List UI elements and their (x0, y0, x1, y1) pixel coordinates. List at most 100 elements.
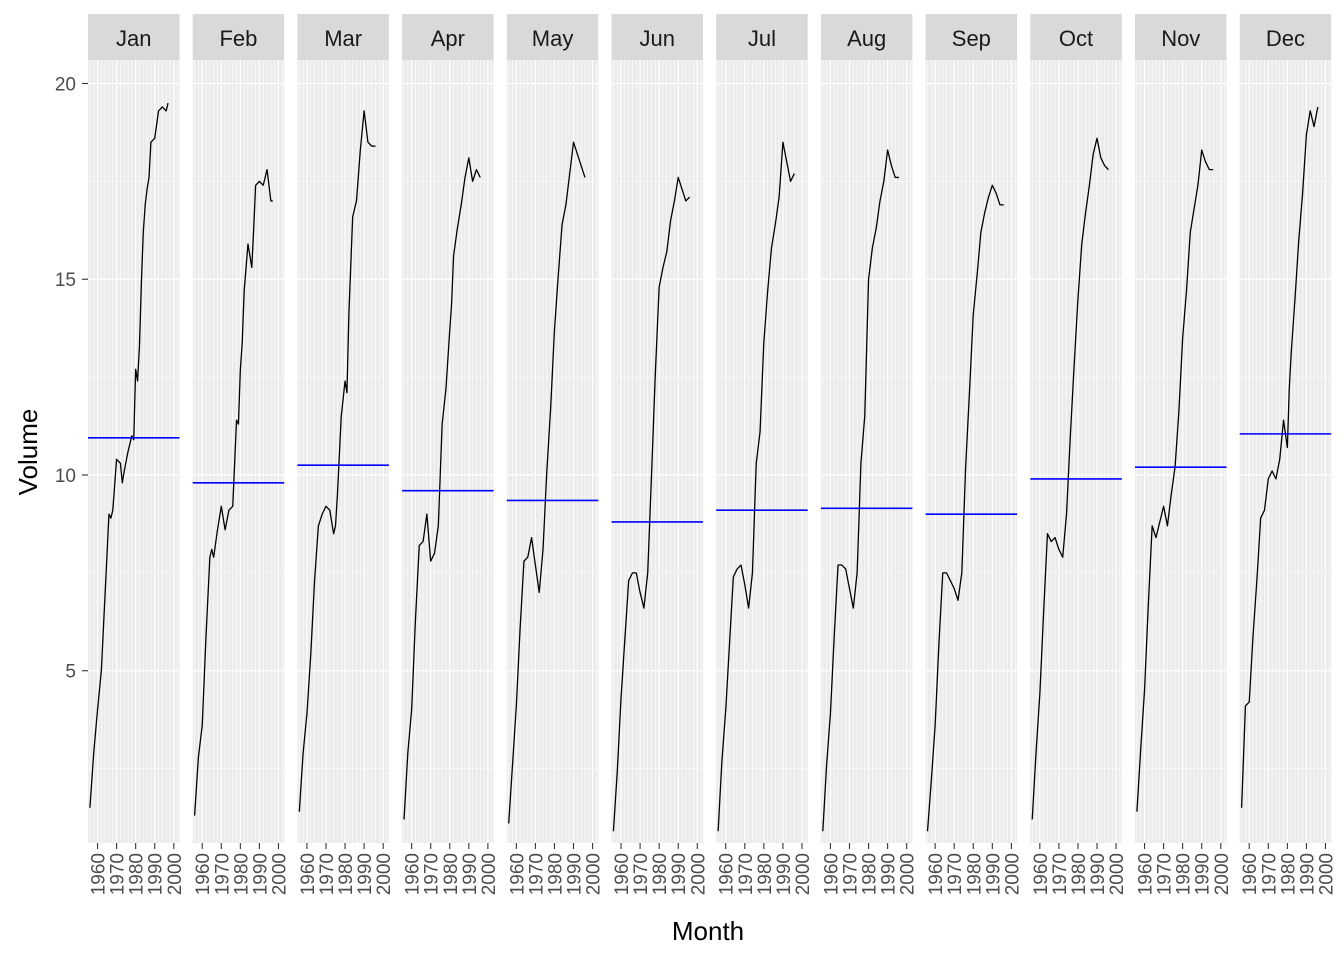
x-tick-label: 2000 (1002, 853, 1023, 895)
strip-label: Aug (847, 26, 886, 51)
x-tick-label: 1970 (945, 853, 966, 895)
x-tick-label: 1980 (1069, 853, 1090, 895)
series-line (508, 141, 586, 824)
y-tick-label: 20 (55, 74, 76, 95)
strip-background (402, 14, 494, 60)
x-tick-label: 1960 (507, 853, 528, 895)
series-line (717, 141, 795, 832)
x-tick-label: 1980 (1174, 853, 1195, 895)
series-line (612, 176, 691, 832)
x-tick-label: 1980 (441, 853, 462, 895)
x-tick-label: 1980 (231, 853, 252, 895)
x-tick-label: 1970 (840, 853, 861, 895)
x-tick-label: 1960 (821, 853, 842, 895)
x-tick-label: 2000 (165, 853, 186, 895)
series-line (1240, 106, 1319, 808)
panel-background (611, 60, 703, 843)
strip-label: Oct (1059, 26, 1093, 51)
strip-background (1030, 14, 1122, 60)
x-tick-label: 2000 (584, 853, 605, 895)
x-tick-label: 1990 (355, 853, 376, 895)
strip-label: May (532, 26, 574, 51)
panel-background (1239, 60, 1332, 843)
x-tick-label: 1990 (1297, 853, 1318, 895)
x-tick-label: 1980 (336, 853, 357, 895)
x-tick-label: 1980 (860, 853, 881, 895)
x-tick-label: 1960 (926, 853, 947, 895)
x-tick-label: 1970 (1259, 853, 1280, 895)
x-tick-label: 1960 (1031, 853, 1052, 895)
panel-background (297, 60, 389, 843)
x-tick-label: 1990 (1193, 853, 1214, 895)
strip-background (820, 14, 913, 60)
strip-label: Dec (1266, 26, 1305, 51)
x-tick-label: 1990 (565, 853, 586, 895)
strip-background (1239, 14, 1332, 60)
panel-background (88, 60, 180, 843)
x-tick-label: 1980 (755, 853, 776, 895)
series-line (298, 110, 376, 812)
x-tick-label: 1960 (403, 853, 424, 895)
x-tick-label: 1980 (964, 853, 985, 895)
panel-background (925, 60, 1018, 843)
x-tick-label: 1990 (1088, 853, 1109, 895)
strip-label: Jun (640, 26, 675, 51)
x-tick-label: 1990 (879, 853, 900, 895)
x-tick-label: 2000 (374, 853, 395, 895)
series-line (89, 102, 169, 808)
strip-label: Feb (219, 26, 257, 51)
strip-background (925, 14, 1018, 60)
x-tick-label: 1990 (774, 853, 795, 895)
x-tick-label: 2000 (793, 853, 814, 895)
x-tick-label: 1970 (1155, 853, 1176, 895)
y-axis-title: Volume (13, 409, 43, 496)
strip-background (1135, 14, 1227, 60)
x-tick-label: 2000 (479, 853, 500, 895)
x-tick-label: 1970 (212, 853, 233, 895)
strip-label: Apr (431, 26, 465, 51)
x-tick-label: 1960 (1136, 853, 1157, 895)
strip-background (611, 14, 703, 60)
x-tick-label: 1960 (1240, 853, 1261, 895)
strip-label: Jul (748, 26, 776, 51)
x-tick-label: 2000 (898, 853, 919, 895)
panel-background (402, 60, 494, 843)
x-tick-label: 1990 (983, 853, 1004, 895)
x-tick-label: 2000 (1212, 853, 1233, 895)
x-tick-label: 1970 (736, 853, 757, 895)
x-tick-label: 1960 (612, 853, 633, 895)
panel-background (192, 60, 285, 843)
x-tick-label: 1990 (669, 853, 690, 895)
x-axis-title: Month (672, 916, 744, 946)
x-tick-label: 1970 (1050, 853, 1071, 895)
month-panels: Jan19601970198019902000Feb19601970198019… (88, 14, 1337, 895)
x-tick-label: 1980 (650, 853, 671, 895)
series-line (403, 157, 481, 820)
x-tick-label: 1960 (193, 853, 214, 895)
strip-label: Sep (952, 26, 991, 51)
y-tick-label: 5 (65, 662, 76, 683)
x-tick-label: 1970 (317, 853, 338, 895)
strip-background (506, 14, 599, 60)
panel-background (506, 60, 599, 843)
x-tick-label: 1970 (631, 853, 652, 895)
x-tick-label: 2000 (1107, 853, 1128, 895)
x-tick-label: 1960 (298, 853, 319, 895)
strip-background (297, 14, 389, 60)
strip-label: Mar (324, 26, 362, 51)
strip-background (192, 14, 285, 60)
y-tick-label: 10 (55, 466, 76, 487)
panel-background (820, 60, 913, 843)
panel-background (716, 60, 808, 843)
